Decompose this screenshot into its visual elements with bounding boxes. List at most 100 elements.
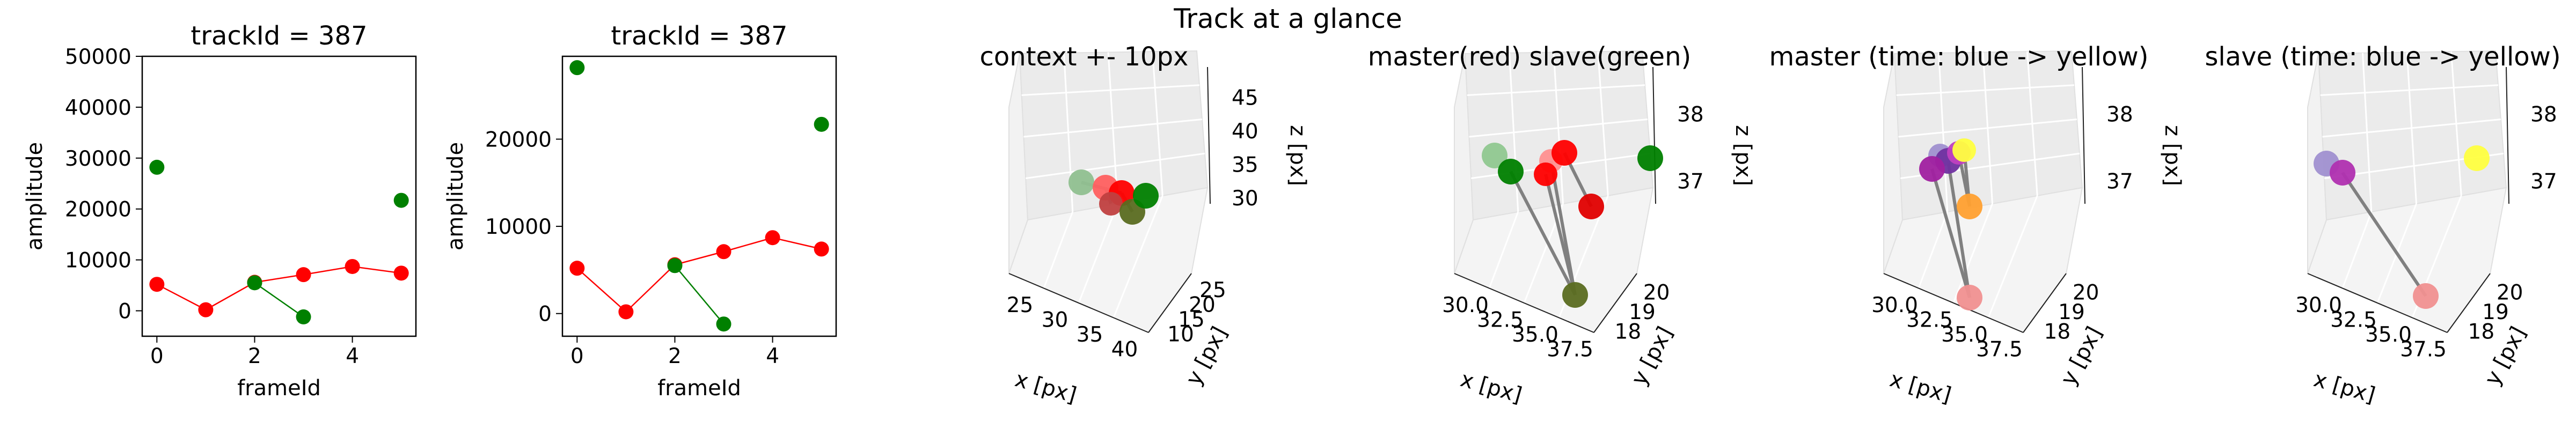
x-axis-label: x [px] <box>1458 367 1525 408</box>
x-tick-label: 0 <box>570 344 584 368</box>
grid-line <box>1026 152 1205 179</box>
x-axis-label: x [px] <box>1012 367 1079 408</box>
z-tick-label: 38 <box>2530 103 2557 127</box>
x-tick-label: 37.5 <box>1976 337 2023 361</box>
data-point <box>1637 145 1663 171</box>
z-tick-label: 40 <box>1232 120 1258 144</box>
y-tick-label: 20000 <box>485 128 552 152</box>
series-line <box>156 265 401 311</box>
x-axis-edge <box>1454 273 1594 333</box>
y-tick-label: 20000 <box>65 198 131 222</box>
x-tick-label: 35.0 <box>1512 323 1558 347</box>
y-tick-label: 15 <box>1178 308 1205 332</box>
y-tick-label: 20 <box>2497 280 2523 305</box>
grid-line <box>1043 211 1074 289</box>
x-tick-label: 37.5 <box>1547 337 1593 361</box>
y-tick-label: 40000 <box>65 96 131 120</box>
y-axis-label: amplitude <box>443 142 468 250</box>
link-line <box>1509 171 1577 296</box>
data-point <box>716 244 731 260</box>
data-point <box>247 275 262 291</box>
y-axis-edge <box>1593 273 1637 333</box>
link-line <box>1549 160 1577 295</box>
y-tick-label: 25 <box>1199 278 1226 302</box>
y-axis-edge <box>2447 273 2491 333</box>
link-line <box>1930 168 1971 298</box>
figure-suptitle: Track at a glance <box>1173 3 1402 34</box>
chart-title: master (time: blue -> yellow) <box>1769 42 2149 72</box>
panels: 0 2 401000020000300004000050000frameIdampl… <box>23 21 2561 408</box>
data-point <box>569 261 585 276</box>
data-point <box>1099 192 1123 216</box>
x-axis-edge <box>1883 273 2024 333</box>
data-point <box>149 277 165 292</box>
x-tick-label: 32.5 <box>1906 308 1953 332</box>
y-tick-label: 20 <box>1189 293 1216 317</box>
data-point <box>1578 194 1604 219</box>
z-tick-label: 37 <box>2106 170 2133 194</box>
y-tick-label: 18 <box>2468 320 2495 344</box>
plot-frame <box>561 55 837 337</box>
y-axis-edge <box>1148 273 1192 333</box>
chart-title: trackId = 387 <box>611 21 787 51</box>
y-tick-label: 19 <box>2482 300 2509 324</box>
z-axis-label: z [px] <box>2160 125 2185 186</box>
z-tick-label: 37 <box>1677 170 1704 194</box>
y-tick-label: 0 <box>118 300 131 324</box>
x-tick-label: 2 <box>248 344 261 368</box>
x-tick-label: 35.0 <box>2365 323 2412 347</box>
series-line <box>576 236 822 313</box>
z-tick-label: 30 <box>1232 187 1258 211</box>
x-tick-label: 32.5 <box>2330 308 2377 332</box>
data-point <box>198 302 214 317</box>
data-point <box>1952 138 1976 162</box>
data-point <box>1957 194 1982 219</box>
series-line <box>674 265 724 325</box>
data-point <box>1069 169 1094 195</box>
x-tick-label: 4 <box>346 344 359 368</box>
grid-line <box>1113 195 1163 319</box>
x-axis-label: x [px] <box>2311 367 2378 408</box>
y-tick-label: 10000 <box>485 215 552 239</box>
data-point <box>716 316 731 332</box>
x-tick-label: 35 <box>1077 323 1103 347</box>
x-tick-label: 2 <box>668 344 682 368</box>
panel-3d-master-time: master (time: blue -> yellow) 30.032.535.… <box>1769 42 2185 408</box>
data-point <box>814 116 829 132</box>
data-point <box>569 60 585 76</box>
panel-3d-master-slave: master(red) slave(green) 30.032.535.037.5… <box>1368 42 1755 408</box>
data-point <box>393 193 409 208</box>
x-tick-label: 25 <box>1007 293 1034 317</box>
grid-line <box>1023 119 1203 138</box>
x-tick-label: 30.0 <box>2295 293 2342 317</box>
grid-line <box>2026 51 2038 196</box>
z-axis-label: z [px] <box>1285 125 1310 186</box>
z-axis-edge <box>1652 66 1656 204</box>
y-axis-label: amplitude <box>23 142 47 250</box>
data-point <box>2464 145 2490 171</box>
data-point <box>1919 156 1945 182</box>
panel-3d-slave-time: slave (time: blue -> yellow) 30.032.535.0… <box>2205 42 2560 408</box>
x-tick-label: 40 <box>1111 337 1138 361</box>
y-tick-label: 20 <box>1643 280 1670 305</box>
data-point <box>393 265 409 281</box>
data-point <box>149 159 165 175</box>
y-tick-label: 18 <box>1615 320 1642 344</box>
grid-line <box>2450 51 2462 196</box>
grid-line <box>1488 211 1519 289</box>
data-point <box>1552 140 1577 166</box>
x-axis-edge <box>1008 273 1149 333</box>
link-line <box>2341 172 2427 297</box>
x-tick-label: 32.5 <box>1477 308 1524 332</box>
grid-line <box>2322 119 2501 138</box>
grid-line <box>1952 203 1993 304</box>
grid-line <box>1597 51 1609 196</box>
chart-panel-1: 0 2 4 0 10000 20000 30000 40000 50000 frameId ampl… <box>23 21 417 401</box>
z-axis-edge <box>2082 66 2085 204</box>
z-tick-label: 45 <box>1232 86 1258 110</box>
grid-line <box>1152 51 1163 196</box>
x-axis-label: frameId <box>657 376 741 401</box>
chart-title: master(red) slave(green) <box>1368 42 1691 72</box>
x-tick-label: 30.0 <box>1442 293 1489 317</box>
data-point <box>1534 162 1557 186</box>
